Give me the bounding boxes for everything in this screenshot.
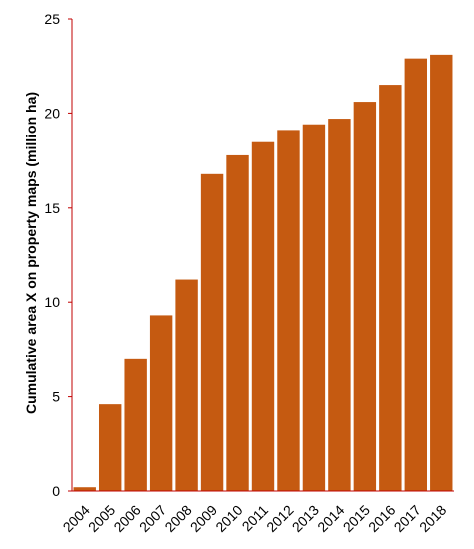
x-tick-label-2005: 2005 [85,502,118,535]
y-tick-label: 15 [44,200,60,216]
bars [73,54,453,492]
y-tick-label: 25 [44,11,60,27]
bar-2011 [251,141,275,491]
x-tick-label-2017: 2017 [391,502,424,535]
x-axis-labels: 2004200520062007200820092010201120122013… [60,502,450,535]
bar-2013 [302,124,326,491]
x-tick-label-2016: 2016 [365,502,398,535]
y-axis-ticks: 0 5 10 15 20 25 [44,11,72,499]
x-tick-label-2012: 2012 [263,502,296,535]
bar-2004 [73,487,96,491]
bar-2018 [430,54,453,491]
y-tick-label: 20 [44,105,60,121]
bar-2016 [379,85,402,491]
x-tick-label-2006: 2006 [110,502,143,535]
x-tick-label-2008: 2008 [161,502,194,535]
x-tick-label-2013: 2013 [289,502,322,535]
bar-2005 [98,404,122,491]
y-tick-label: 5 [52,389,60,405]
x-tick-label-2011: 2011 [239,502,272,535]
bar-2006 [124,358,147,491]
bar-2010 [226,154,249,491]
bar-2017 [404,58,428,491]
bar-2015 [353,102,377,492]
bar-2007 [149,315,173,491]
y-tick-label: 0 [52,483,60,499]
x-tick-label-2010: 2010 [212,502,245,535]
x-tick-label-2014: 2014 [314,502,347,535]
x-tick-label-2007: 2007 [136,502,169,535]
y-axis-title: Cumulative area X on property maps (mill… [23,92,39,414]
x-tick-label-2015: 2015 [340,502,373,535]
x-tick-label-2004: 2004 [60,502,93,535]
bar-2009 [200,173,224,492]
bar-2012 [277,130,300,491]
x-tick-label-2009: 2009 [187,502,220,535]
x-tick-label-2018: 2018 [416,502,449,535]
bar-2014 [328,119,351,492]
y-tick-label: 10 [44,294,60,310]
bar-2008 [175,279,198,491]
